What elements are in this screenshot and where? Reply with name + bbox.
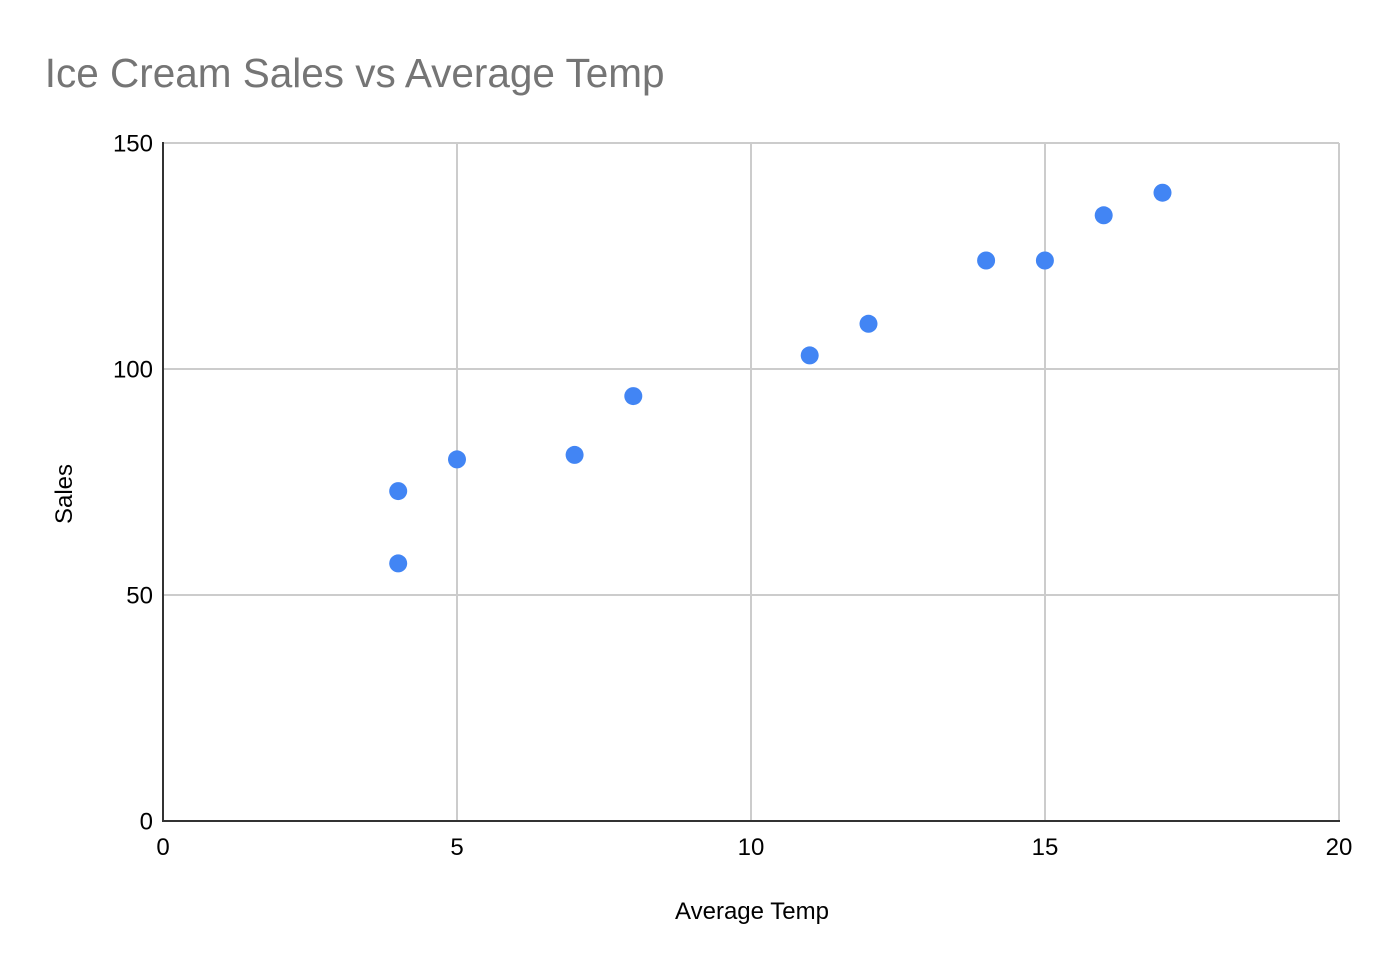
- svg-text:10: 10: [738, 834, 765, 861]
- svg-text:15: 15: [1032, 834, 1059, 861]
- svg-text:Ice Cream Sales vs Average Tem: Ice Cream Sales vs Average Temp: [45, 50, 665, 96]
- svg-text:0: 0: [140, 809, 153, 836]
- svg-text:Average Temp: Average Temp: [675, 898, 829, 925]
- svg-text:0: 0: [156, 834, 169, 861]
- svg-text:20: 20: [1326, 834, 1353, 861]
- svg-text:Sales: Sales: [51, 464, 78, 524]
- svg-text:5: 5: [450, 834, 463, 861]
- svg-text:50: 50: [126, 583, 153, 610]
- svg-text:100: 100: [113, 357, 153, 384]
- svg-text:150: 150: [113, 131, 153, 158]
